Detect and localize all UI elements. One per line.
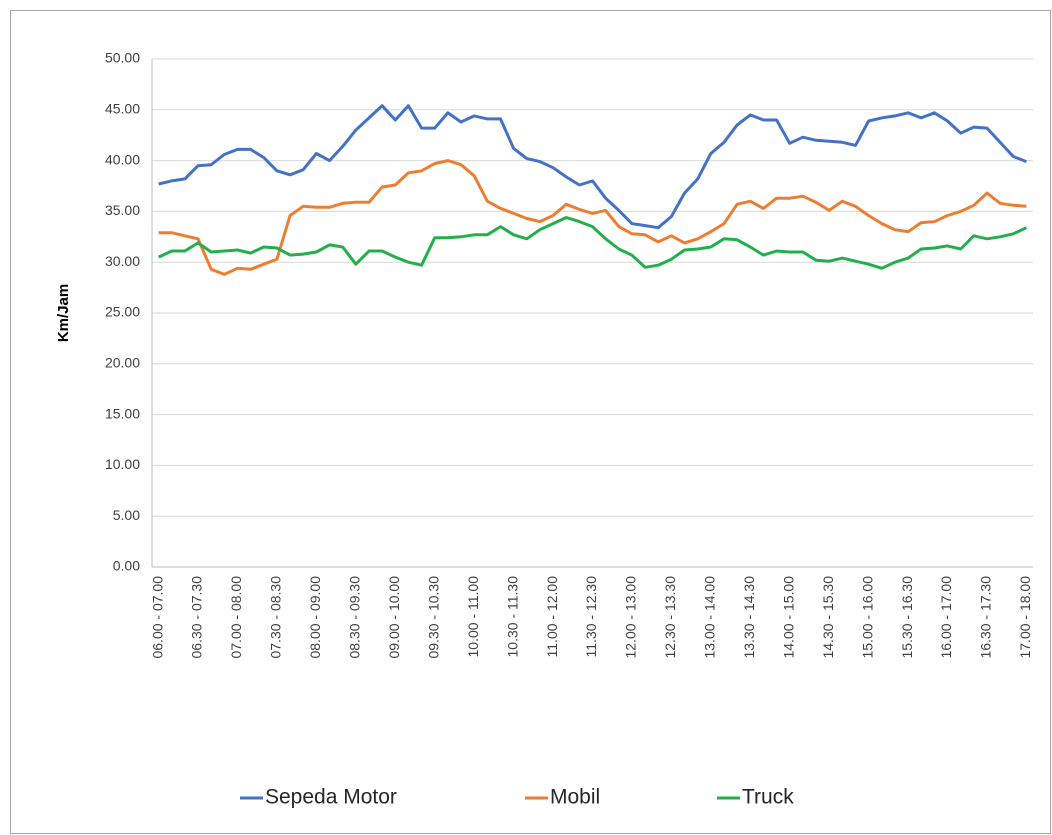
x-tick-label: 06.30 - 07.30 xyxy=(189,576,205,659)
x-tick-label: 11.00 - 12.00 xyxy=(544,576,560,658)
y-tick-label: 25.00 xyxy=(105,304,140,320)
x-tick-label: 08.00 - 09.00 xyxy=(307,576,323,659)
x-tick-label: 07.30 - 08.30 xyxy=(268,576,284,659)
x-tick-label: 09.30 - 10.30 xyxy=(425,576,441,659)
x-tick-label: 06.00 - 07.00 xyxy=(149,576,165,659)
y-tick-label: 20.00 xyxy=(105,355,140,371)
x-tick-label: 14.00 - 15.00 xyxy=(780,576,796,659)
x-tick-label: 15.00 - 16.00 xyxy=(859,576,875,659)
y-tick-label: 5.00 xyxy=(113,507,140,523)
x-tick-label: 07.00 - 08.00 xyxy=(228,576,244,659)
legend-label: Mobil xyxy=(550,786,600,809)
x-tick-label: 13.30 - 14.30 xyxy=(741,576,757,659)
y-tick-label: 45.00 xyxy=(105,101,140,117)
x-tick-label: 11.30 - 12.30 xyxy=(583,576,599,658)
x-tick-label: 10.00 - 11.00 xyxy=(465,576,481,658)
x-tick-label: 08.30 - 09.30 xyxy=(347,576,363,659)
legend-label: Sepeda Motor xyxy=(265,786,397,809)
legend-label: Truck xyxy=(742,786,794,809)
x-tick-label: 14.30 - 15.30 xyxy=(820,576,836,659)
y-tick-label: 10.00 xyxy=(105,456,140,472)
y-tick-label: 40.00 xyxy=(105,151,140,167)
series-line xyxy=(158,159,1027,276)
y-axis-label: Km/Jam xyxy=(55,284,72,342)
y-tick-label: 35.00 xyxy=(105,202,140,218)
y-tick-label: 30.00 xyxy=(105,253,140,269)
chart-frame xyxy=(10,10,1051,834)
x-tick-label: 13.00 - 14.00 xyxy=(702,576,718,659)
series-line xyxy=(158,104,1027,230)
series-line xyxy=(157,216,1028,270)
x-tick-label: 16.00 - 17.00 xyxy=(938,576,954,659)
y-tick-label: 15.00 xyxy=(105,405,140,421)
x-tick-label: 09.00 - 10.00 xyxy=(386,576,402,659)
x-tick-label: 10.30 - 11.30 xyxy=(504,576,520,658)
y-tick-label: 0.00 xyxy=(113,558,140,574)
x-tick-label: 16.30 - 17.30 xyxy=(978,576,994,659)
x-tick-label: 12.30 - 13.30 xyxy=(662,576,678,659)
x-tick-label: 12.00 - 13.00 xyxy=(623,576,639,659)
x-tick-label: 17.00 - 18.00 xyxy=(1017,576,1033,659)
x-tick-label: 15.30 - 16.30 xyxy=(899,576,915,659)
y-tick-label: 50.00 xyxy=(105,50,140,66)
